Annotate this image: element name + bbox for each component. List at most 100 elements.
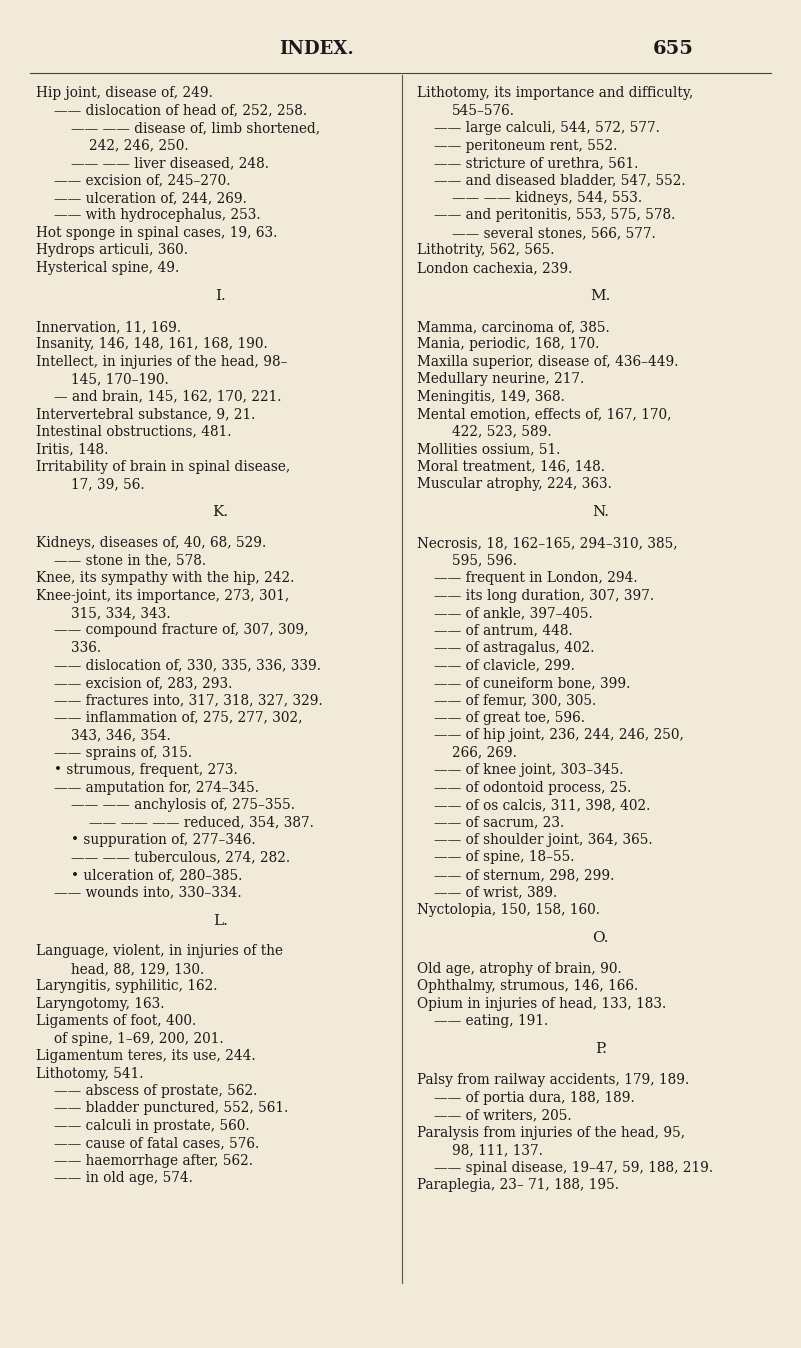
Text: —— —— kidneys, 544, 553.: —— —— kidneys, 544, 553. — [452, 191, 642, 205]
Text: Mental emotion, effects of, 167, 170,: Mental emotion, effects of, 167, 170, — [417, 407, 671, 421]
Text: —— of sacrum, 23.: —— of sacrum, 23. — [434, 816, 565, 829]
Text: head, 88, 129, 130.: head, 88, 129, 130. — [71, 962, 204, 976]
Text: Ligaments of foot, 400.: Ligaments of foot, 400. — [36, 1014, 196, 1029]
Text: —— dislocation of, 330, 335, 336, 339.: —— dislocation of, 330, 335, 336, 339. — [54, 658, 320, 673]
Text: —— —— —— reduced, 354, 387.: —— —— —— reduced, 354, 387. — [89, 816, 314, 829]
Text: —— of spine, 18–55.: —— of spine, 18–55. — [434, 851, 574, 864]
Text: —— spinal disease, 19–47, 59, 188, 219.: —— spinal disease, 19–47, 59, 188, 219. — [434, 1161, 713, 1174]
Text: —— of astragalus, 402.: —— of astragalus, 402. — [434, 640, 594, 655]
Text: Knee, its sympathy with the hip, 242.: Knee, its sympathy with the hip, 242. — [36, 572, 295, 585]
Text: —— fractures into, 317, 318, 327, 329.: —— fractures into, 317, 318, 327, 329. — [54, 693, 323, 708]
Text: —— several stones, 566, 577.: —— several stones, 566, 577. — [452, 226, 655, 240]
Text: Paralysis from injuries of the head, 95,: Paralysis from injuries of the head, 95, — [417, 1126, 685, 1139]
Text: —— haemorrhage after, 562.: —— haemorrhage after, 562. — [54, 1154, 252, 1167]
Text: Nyctolopia, 150, 158, 160.: Nyctolopia, 150, 158, 160. — [417, 903, 599, 917]
Text: of spine, 1–69, 200, 201.: of spine, 1–69, 200, 201. — [54, 1031, 223, 1046]
Text: —— wounds into, 330–334.: —— wounds into, 330–334. — [54, 886, 241, 899]
Text: —— of knee joint, 303–345.: —— of knee joint, 303–345. — [434, 763, 624, 776]
Text: 145, 170–190.: 145, 170–190. — [71, 372, 169, 387]
Text: —— excision of, 283, 293.: —— excision of, 283, 293. — [54, 675, 232, 690]
Text: Hysterical spine, 49.: Hysterical spine, 49. — [36, 262, 179, 275]
Text: Iritis, 148.: Iritis, 148. — [36, 442, 108, 456]
Text: —— —— liver diseased, 248.: —— —— liver diseased, 248. — [71, 156, 269, 170]
Text: Paraplegia, 23– 71, 188, 195.: Paraplegia, 23– 71, 188, 195. — [417, 1178, 618, 1192]
Text: —— sprains of, 315.: —— sprains of, 315. — [54, 745, 191, 760]
Text: 98, 111, 137.: 98, 111, 137. — [452, 1143, 542, 1157]
Text: —— of os calcis, 311, 398, 402.: —— of os calcis, 311, 398, 402. — [434, 798, 650, 811]
Text: —— peritoneum rent, 552.: —— peritoneum rent, 552. — [434, 139, 618, 152]
Text: Hot sponge in spinal cases, 19, 63.: Hot sponge in spinal cases, 19, 63. — [36, 226, 277, 240]
Text: —— in old age, 574.: —— in old age, 574. — [54, 1171, 192, 1185]
Text: London cachexia, 239.: London cachexia, 239. — [417, 262, 572, 275]
Text: • strumous, frequent, 273.: • strumous, frequent, 273. — [54, 763, 237, 776]
Text: K.: K. — [212, 506, 228, 519]
Text: —— and peritonitis, 553, 575, 578.: —— and peritonitis, 553, 575, 578. — [434, 209, 675, 222]
Text: Muscular atrophy, 224, 363.: Muscular atrophy, 224, 363. — [417, 477, 611, 491]
Text: —— large calculi, 544, 572, 577.: —— large calculi, 544, 572, 577. — [434, 121, 660, 135]
Text: Lithotrity, 562, 565.: Lithotrity, 562, 565. — [417, 244, 554, 257]
Text: —— stricture of urethra, 561.: —— stricture of urethra, 561. — [434, 156, 638, 170]
Text: —— dislocation of head of, 252, 258.: —— dislocation of head of, 252, 258. — [54, 104, 307, 117]
Text: —— cause of fatal cases, 576.: —— cause of fatal cases, 576. — [54, 1136, 259, 1150]
Text: 343, 346, 354.: 343, 346, 354. — [71, 728, 171, 743]
Text: Maxilla superior, disease of, 436–449.: Maxilla superior, disease of, 436–449. — [417, 355, 678, 369]
Text: Lithotomy, 541.: Lithotomy, 541. — [36, 1066, 143, 1081]
Text: O.: O. — [593, 931, 609, 945]
Text: Palsy from railway accidents, 179, 189.: Palsy from railway accidents, 179, 189. — [417, 1073, 689, 1088]
Text: Mollities ossium, 51.: Mollities ossium, 51. — [417, 442, 560, 456]
Text: Intellect, in injuries of the head, 98–: Intellect, in injuries of the head, 98– — [36, 355, 288, 369]
Text: —— of antrum, 448.: —— of antrum, 448. — [434, 623, 573, 638]
Text: N.: N. — [592, 506, 610, 519]
Text: Lithotomy, its importance and difficulty,: Lithotomy, its importance and difficulty… — [417, 86, 693, 100]
Text: 595, 596.: 595, 596. — [452, 554, 517, 568]
Text: I.: I. — [215, 288, 226, 303]
Text: • suppuration of, 277–346.: • suppuration of, 277–346. — [71, 833, 256, 847]
Text: 315, 334, 343.: 315, 334, 343. — [71, 607, 171, 620]
Text: Knee-joint, its importance, 273, 301,: Knee-joint, its importance, 273, 301, — [36, 589, 289, 603]
Text: Old age, atrophy of brain, 90.: Old age, atrophy of brain, 90. — [417, 962, 622, 976]
Text: Mamma, carcinoma of, 385.: Mamma, carcinoma of, 385. — [417, 319, 610, 334]
Text: Ligamentum teres, its use, 244.: Ligamentum teres, its use, 244. — [36, 1049, 256, 1064]
Text: —— of ankle, 397–405.: —— of ankle, 397–405. — [434, 607, 593, 620]
Text: —— of clavicle, 299.: —— of clavicle, 299. — [434, 658, 575, 673]
Text: —— and diseased bladder, 547, 552.: —— and diseased bladder, 547, 552. — [434, 174, 686, 187]
Text: —— excision of, 245–270.: —— excision of, 245–270. — [54, 174, 230, 187]
Text: —— eating, 191.: —— eating, 191. — [434, 1014, 549, 1029]
Text: Meningitis, 149, 368.: Meningitis, 149, 368. — [417, 390, 565, 404]
Text: Ophthalmy, strumous, 146, 166.: Ophthalmy, strumous, 146, 166. — [417, 979, 638, 993]
Text: —— amputation for, 274–345.: —— amputation for, 274–345. — [54, 780, 259, 794]
Text: 336.: 336. — [71, 640, 102, 655]
Text: L.: L. — [213, 914, 227, 927]
Text: —— calculi in prostate, 560.: —— calculi in prostate, 560. — [54, 1119, 249, 1132]
Text: —— bladder punctured, 552, 561.: —— bladder punctured, 552, 561. — [54, 1101, 288, 1116]
Text: 242, 246, 250.: 242, 246, 250. — [89, 139, 188, 152]
Text: 266, 269.: 266, 269. — [452, 745, 517, 760]
Text: Necrosis, 18, 162–165, 294–310, 385,: Necrosis, 18, 162–165, 294–310, 385, — [417, 537, 677, 550]
Text: Laryngotomy, 163.: Laryngotomy, 163. — [36, 996, 164, 1011]
Text: —— of sternum, 298, 299.: —— of sternum, 298, 299. — [434, 868, 614, 882]
Text: —— stone in the, 578.: —— stone in the, 578. — [54, 554, 206, 568]
Text: Language, violent, in injuries of the: Language, violent, in injuries of the — [36, 945, 283, 958]
Text: 545–576.: 545–576. — [452, 104, 515, 117]
Text: —— its long duration, 307, 397.: —— its long duration, 307, 397. — [434, 589, 654, 603]
Text: • ulceration of, 280–385.: • ulceration of, 280–385. — [71, 868, 243, 882]
Text: Medullary neurine, 217.: Medullary neurine, 217. — [417, 372, 584, 387]
Text: —— of femur, 300, 305.: —— of femur, 300, 305. — [434, 693, 597, 708]
Text: Mania, periodic, 168, 170.: Mania, periodic, 168, 170. — [417, 337, 599, 352]
Text: —— of shoulder joint, 364, 365.: —— of shoulder joint, 364, 365. — [434, 833, 653, 847]
Text: —— inflammation of, 275, 277, 302,: —— inflammation of, 275, 277, 302, — [54, 710, 302, 725]
Text: Opium in injuries of head, 133, 183.: Opium in injuries of head, 133, 183. — [417, 996, 666, 1011]
Text: Irritability of brain in spinal disease,: Irritability of brain in spinal disease, — [36, 460, 290, 473]
Text: —— of portia dura, 188, 189.: —— of portia dura, 188, 189. — [434, 1091, 635, 1105]
Text: 17, 39, 56.: 17, 39, 56. — [71, 477, 145, 491]
Text: Kidneys, diseases of, 40, 68, 529.: Kidneys, diseases of, 40, 68, 529. — [36, 537, 266, 550]
Text: P.: P. — [595, 1042, 606, 1057]
Text: —— of great toe, 596.: —— of great toe, 596. — [434, 710, 586, 725]
Text: — and brain, 145, 162, 170, 221.: — and brain, 145, 162, 170, 221. — [54, 390, 281, 404]
Text: —— with hydrocephalus, 253.: —— with hydrocephalus, 253. — [54, 209, 260, 222]
Text: —— of odontoid process, 25.: —— of odontoid process, 25. — [434, 780, 631, 794]
Text: —— of cuneiform bone, 399.: —— of cuneiform bone, 399. — [434, 675, 630, 690]
Text: —— of hip joint, 236, 244, 246, 250,: —— of hip joint, 236, 244, 246, 250, — [434, 728, 684, 743]
Text: Hip joint, disease of, 249.: Hip joint, disease of, 249. — [36, 86, 213, 100]
Text: —— ulceration of, 244, 269.: —— ulceration of, 244, 269. — [54, 191, 247, 205]
